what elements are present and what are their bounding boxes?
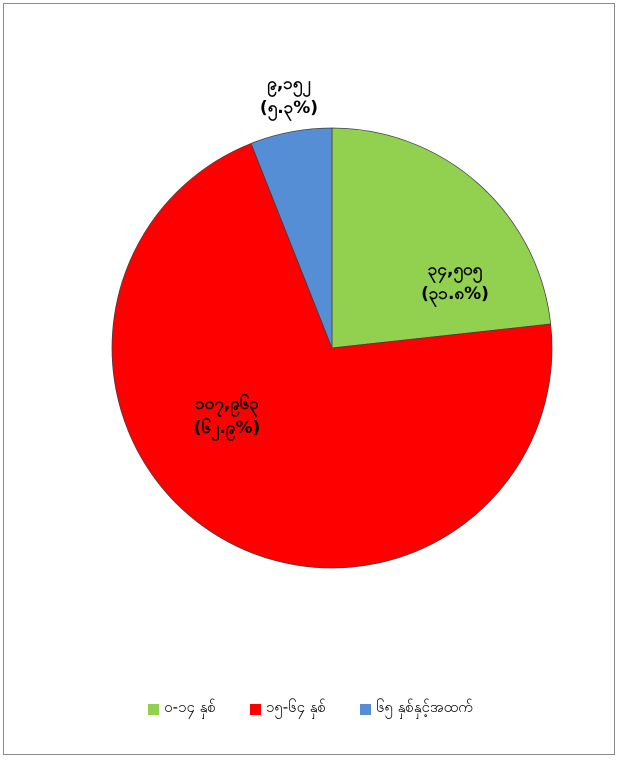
data-label-15-64: ၁၀၇,၉၆၃ (၆၂.၉%) [194,392,261,440]
legend-label: ၀-၁၄ နှစ် [164,698,216,716]
pie-slice-15-64 [111,142,553,569]
data-label-value: ၃၄,၅၀၅ [427,260,483,280]
chart-legend: ၀-၁၄ နှစ် ၁၅-၆၄ နှစ် ၆၅ နှစ်နှင့်အထက် [0,697,621,721]
legend-item-0-14: ၀-၁၄ နှစ် [148,698,216,720]
data-label-percent: (၅.၃%) [259,98,319,118]
data-label-percent: (၆၂.၉%) [193,418,261,438]
data-label-value: ၁၀၇,၉၆၃ [195,394,259,414]
legend-swatch [359,703,371,715]
legend-label: ၁၅-၆၄ နှစ် [265,698,326,716]
legend-swatch [249,703,261,715]
data-label-percent: (၃၁.၈%) [421,284,489,304]
pie-slice-0-14 [331,127,552,349]
legend-item-65-plus: ၆၅ နှစ်နှင့်အထက် [359,698,473,720]
legend-item-15-64: ၁၅-၆၄ နှစ် [249,698,326,720]
pie-slice-65-plus [250,127,333,349]
data-label-value: ၉,၁၅၂ [267,74,311,94]
data-label-65-plus: ၉,၁၅၂ (၅.၃%) [260,72,318,120]
legend-label: ၆၅ နှစ်နှင့်အထက် [375,698,473,716]
data-label-0-14: ၃၄,၅၀၅ (၃၁.၈%) [421,258,489,306]
legend-swatch [148,703,160,715]
